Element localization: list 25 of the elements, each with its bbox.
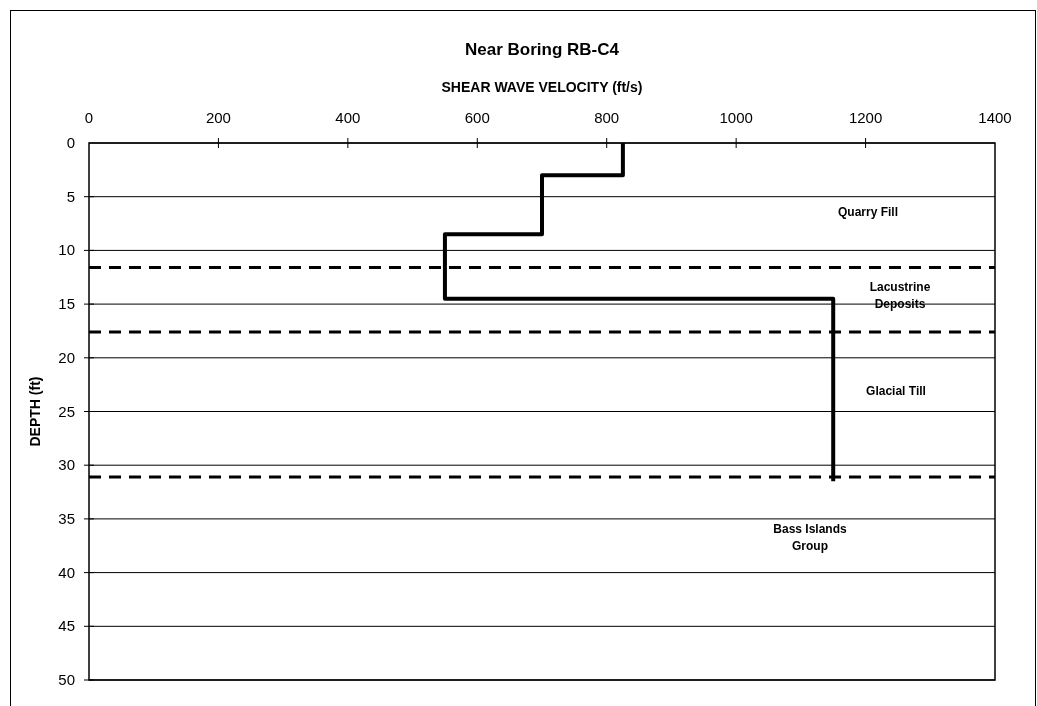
x-tick-label: 1000 xyxy=(719,109,753,126)
x-tick-label: 800 xyxy=(594,109,620,126)
y-tick-label: 25 xyxy=(58,402,75,420)
x-tick-label: 1400 xyxy=(978,109,1012,126)
y-tick-label: 30 xyxy=(58,456,75,474)
y-axis-title: DEPTH (ft) xyxy=(27,376,43,447)
y-tick-label: 20 xyxy=(58,348,75,366)
annotation: Bass Islands Group xyxy=(773,521,848,553)
y-tick-label: 45 xyxy=(58,617,75,635)
annotation: Quarry Fill xyxy=(837,205,899,219)
y-tick-label: 35 xyxy=(58,509,75,527)
x-tick-label: 400 xyxy=(335,109,361,126)
y-tick-label: 40 xyxy=(58,563,75,581)
y-tick-label: 5 xyxy=(66,187,75,205)
x-tick-label: 1200 xyxy=(848,109,883,126)
y-tick-label: 0 xyxy=(66,134,75,151)
y-tick-label: 50 xyxy=(58,671,75,688)
x-axis-title: SHEAR WAVE VELOCITY (ft/s) xyxy=(441,79,643,95)
y-tick-label: 15 xyxy=(58,295,75,313)
annotation: Glacial Till xyxy=(866,384,926,398)
x-tick-label: 600 xyxy=(464,109,490,126)
x-tick-label: 200 xyxy=(205,109,231,126)
x-tick-label: 0 xyxy=(84,109,94,126)
chart-title: Near Boring RB-C4 xyxy=(465,40,620,59)
y-tick-label: 10 xyxy=(58,241,75,259)
